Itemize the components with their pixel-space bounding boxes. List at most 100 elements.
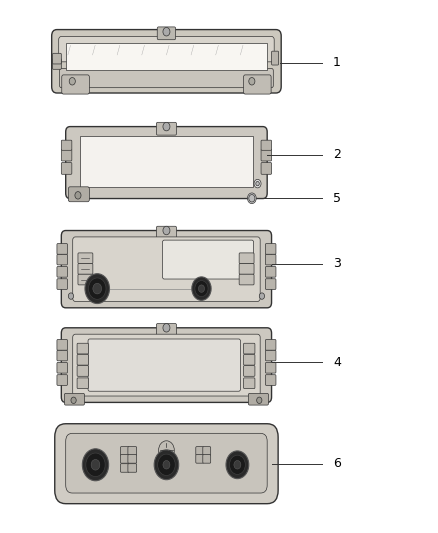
Circle shape <box>158 454 175 475</box>
Circle shape <box>163 226 170 235</box>
Circle shape <box>85 274 110 304</box>
FancyBboxPatch shape <box>61 230 272 308</box>
FancyBboxPatch shape <box>57 279 67 289</box>
Circle shape <box>159 441 174 460</box>
Text: 1: 1 <box>333 56 341 69</box>
FancyBboxPatch shape <box>78 253 93 264</box>
FancyBboxPatch shape <box>128 464 137 472</box>
FancyBboxPatch shape <box>120 464 129 472</box>
FancyBboxPatch shape <box>128 455 137 463</box>
FancyBboxPatch shape <box>60 68 273 87</box>
FancyBboxPatch shape <box>244 75 271 94</box>
FancyBboxPatch shape <box>61 163 72 174</box>
FancyBboxPatch shape <box>57 244 67 254</box>
Circle shape <box>69 77 75 85</box>
FancyBboxPatch shape <box>88 339 240 391</box>
Bar <box>66 43 267 69</box>
Circle shape <box>91 459 100 470</box>
Circle shape <box>88 278 106 300</box>
FancyBboxPatch shape <box>64 393 85 405</box>
FancyBboxPatch shape <box>66 433 267 493</box>
FancyBboxPatch shape <box>265 279 276 289</box>
FancyBboxPatch shape <box>203 447 211 455</box>
Circle shape <box>75 192 81 199</box>
Circle shape <box>257 397 262 403</box>
FancyBboxPatch shape <box>265 254 276 265</box>
FancyBboxPatch shape <box>57 266 67 277</box>
Circle shape <box>163 27 170 36</box>
Text: 3: 3 <box>333 257 341 270</box>
FancyBboxPatch shape <box>62 75 89 94</box>
FancyBboxPatch shape <box>53 53 61 64</box>
FancyBboxPatch shape <box>66 127 267 199</box>
FancyBboxPatch shape <box>78 274 93 285</box>
FancyBboxPatch shape <box>239 253 254 264</box>
FancyBboxPatch shape <box>78 264 93 274</box>
Circle shape <box>254 179 261 188</box>
Circle shape <box>234 461 241 469</box>
FancyBboxPatch shape <box>239 264 254 274</box>
FancyBboxPatch shape <box>73 237 260 302</box>
Circle shape <box>163 324 170 332</box>
Text: 6: 6 <box>333 457 341 470</box>
FancyBboxPatch shape <box>196 447 204 455</box>
FancyBboxPatch shape <box>61 328 272 402</box>
Text: 2: 2 <box>333 148 341 161</box>
Circle shape <box>86 453 105 477</box>
Circle shape <box>82 449 109 481</box>
FancyBboxPatch shape <box>77 366 88 376</box>
FancyBboxPatch shape <box>261 163 272 174</box>
FancyBboxPatch shape <box>57 340 67 350</box>
FancyBboxPatch shape <box>120 447 129 455</box>
FancyBboxPatch shape <box>77 378 88 389</box>
Circle shape <box>192 277 211 301</box>
FancyBboxPatch shape <box>265 375 276 385</box>
FancyBboxPatch shape <box>73 334 260 396</box>
Text: 4: 4 <box>333 356 341 369</box>
Circle shape <box>230 455 245 474</box>
FancyBboxPatch shape <box>244 366 255 376</box>
Circle shape <box>198 285 205 292</box>
Bar <box>80 136 253 187</box>
FancyBboxPatch shape <box>57 254 67 265</box>
Circle shape <box>163 123 170 131</box>
FancyBboxPatch shape <box>128 447 137 455</box>
FancyBboxPatch shape <box>196 455 204 463</box>
FancyBboxPatch shape <box>156 324 177 336</box>
Circle shape <box>163 461 170 469</box>
FancyBboxPatch shape <box>77 354 88 365</box>
FancyBboxPatch shape <box>55 424 278 504</box>
Circle shape <box>93 284 102 294</box>
FancyBboxPatch shape <box>61 149 72 161</box>
FancyBboxPatch shape <box>203 455 211 463</box>
FancyBboxPatch shape <box>156 123 177 135</box>
FancyBboxPatch shape <box>265 340 276 350</box>
FancyBboxPatch shape <box>77 343 88 354</box>
FancyBboxPatch shape <box>57 350 67 361</box>
FancyBboxPatch shape <box>265 362 276 373</box>
FancyBboxPatch shape <box>68 187 89 202</box>
Circle shape <box>195 280 208 296</box>
FancyBboxPatch shape <box>156 226 177 239</box>
Circle shape <box>71 397 76 403</box>
FancyBboxPatch shape <box>272 51 279 65</box>
FancyBboxPatch shape <box>52 29 281 93</box>
FancyBboxPatch shape <box>261 149 272 161</box>
Text: 5: 5 <box>333 192 341 205</box>
Circle shape <box>154 450 179 480</box>
FancyBboxPatch shape <box>248 393 268 405</box>
Circle shape <box>256 181 259 186</box>
FancyBboxPatch shape <box>244 343 255 354</box>
FancyBboxPatch shape <box>61 140 72 150</box>
Circle shape <box>259 293 265 300</box>
FancyBboxPatch shape <box>59 36 274 62</box>
FancyBboxPatch shape <box>162 240 254 279</box>
FancyBboxPatch shape <box>53 59 61 69</box>
FancyBboxPatch shape <box>244 354 255 365</box>
FancyBboxPatch shape <box>265 350 276 361</box>
FancyBboxPatch shape <box>57 375 67 385</box>
FancyBboxPatch shape <box>244 378 255 389</box>
Circle shape <box>226 451 249 479</box>
Circle shape <box>68 293 74 300</box>
FancyBboxPatch shape <box>265 244 276 254</box>
